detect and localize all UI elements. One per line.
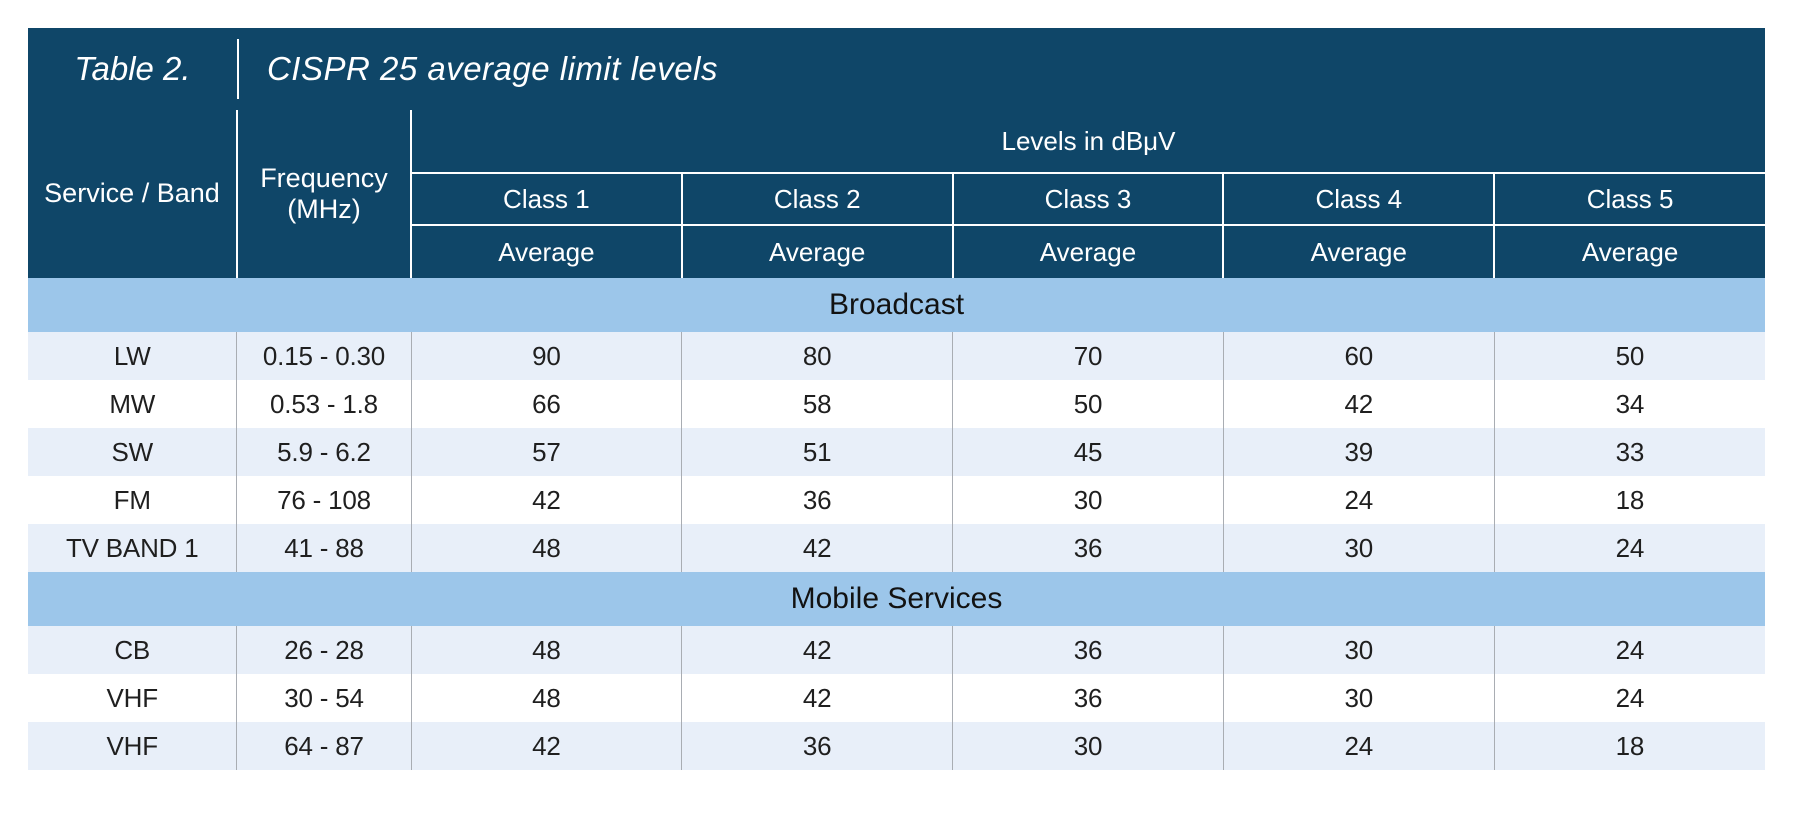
table-row: LW 0.15 - 0.30 90 80 70 60 50 xyxy=(28,332,1765,380)
frequency-cell: 41 - 88 xyxy=(236,524,412,572)
value-cell: 45 xyxy=(952,428,1224,476)
value-cell: 60 xyxy=(1223,332,1495,380)
title-divider xyxy=(236,39,239,99)
value-cell: 36 xyxy=(952,524,1224,572)
section-header-mobile-services-label: Mobile Services xyxy=(28,572,1765,626)
value-cell: 36 xyxy=(952,674,1224,722)
column-header-class-3: Class 3 xyxy=(952,173,1225,226)
table-row: VHF 30 - 54 48 42 36 30 24 xyxy=(28,674,1765,722)
value-cell: 42 xyxy=(681,524,954,572)
value-cell: 51 xyxy=(681,428,954,476)
frequency-cell: 76 - 108 xyxy=(236,476,412,524)
value-cell: 50 xyxy=(952,380,1224,428)
frequency-cell: 5.9 - 6.2 xyxy=(236,428,412,476)
value-cell: 42 xyxy=(681,626,954,674)
frequency-cell: 0.15 - 0.30 xyxy=(236,332,412,380)
frequency-cell: 0.53 - 1.8 xyxy=(236,380,412,428)
table-row: TV BAND 1 41 - 88 48 42 36 30 24 xyxy=(28,524,1765,572)
column-subheader-average-3: Average xyxy=(952,225,1225,278)
table-row: MW 0.53 - 1.8 66 58 50 42 34 xyxy=(28,380,1765,428)
section-header-broadcast: Broadcast xyxy=(28,278,1765,332)
band-cell: VHF xyxy=(28,722,238,770)
value-cell: 48 xyxy=(411,524,683,572)
band-cell: FM xyxy=(28,476,238,524)
value-cell: 58 xyxy=(681,380,954,428)
value-cell: 42 xyxy=(411,476,683,524)
frequency-header-line2: (MHz) xyxy=(287,194,361,224)
value-cell: 36 xyxy=(681,476,954,524)
value-cell: 90 xyxy=(411,332,683,380)
value-cell: 24 xyxy=(1223,476,1495,524)
band-cell: MW xyxy=(28,380,238,428)
value-cell: 36 xyxy=(952,626,1224,674)
value-cell: 18 xyxy=(1494,476,1765,524)
table-row: SW 5.9 - 6.2 57 51 45 39 33 xyxy=(28,428,1765,476)
column-header-class-1: Class 1 xyxy=(411,173,683,226)
cispr25-average-limits-table: Table 2. CISPR 25 average limit levels S… xyxy=(28,28,1765,770)
frequency-cell: 30 - 54 xyxy=(236,674,412,722)
column-header-class-5: Class 5 xyxy=(1494,173,1765,226)
value-cell: 42 xyxy=(1223,380,1495,428)
section-header-broadcast-label: Broadcast xyxy=(28,278,1765,332)
value-cell: 24 xyxy=(1223,722,1495,770)
value-cell: 36 xyxy=(681,722,954,770)
column-subheader-average-2: Average xyxy=(681,225,954,278)
value-cell: 24 xyxy=(1494,524,1765,572)
table-row: FM 76 - 108 42 36 30 24 18 xyxy=(28,476,1765,524)
value-cell: 42 xyxy=(681,674,954,722)
value-cell: 30 xyxy=(1223,626,1495,674)
value-cell: 24 xyxy=(1494,674,1765,722)
header-row-average: Average Average Average Average Average xyxy=(28,225,1765,278)
column-subheader-average-1: Average xyxy=(411,225,683,278)
header-row-classes: Class 1 Class 2 Class 3 Class 4 Class 5 xyxy=(28,173,1765,226)
value-cell: 33 xyxy=(1494,428,1765,476)
column-header-frequency: Frequency (MHz) xyxy=(236,110,413,278)
frequency-cell: 64 - 87 xyxy=(236,722,412,770)
table-title-cell: Table 2. CISPR 25 average limit levels xyxy=(28,28,1765,110)
value-cell: 24 xyxy=(1494,626,1765,674)
table-title-bar: Table 2. CISPR 25 average limit levels xyxy=(28,28,1765,110)
value-cell: 30 xyxy=(1223,674,1495,722)
column-header-class-4: Class 4 xyxy=(1223,173,1496,226)
column-group-header-levels: Levels in dBμV xyxy=(411,110,1765,174)
value-cell: 18 xyxy=(1494,722,1765,770)
table-number-label: Table 2. xyxy=(74,50,191,87)
value-cell: 70 xyxy=(952,332,1224,380)
band-cell: TV BAND 1 xyxy=(28,524,238,572)
value-cell: 42 xyxy=(411,722,683,770)
table-row: VHF 64 - 87 42 36 30 24 18 xyxy=(28,722,1765,770)
band-cell: LW xyxy=(28,332,238,380)
value-cell: 50 xyxy=(1494,332,1765,380)
value-cell: 30 xyxy=(1223,524,1495,572)
value-cell: 48 xyxy=(411,626,683,674)
table-row: CB 26 - 28 48 42 36 30 24 xyxy=(28,626,1765,674)
column-subheader-average-4: Average xyxy=(1223,225,1496,278)
table-title-text: CISPR 25 average limit levels xyxy=(266,50,718,87)
section-header-mobile-services: Mobile Services xyxy=(28,572,1765,626)
frequency-cell: 26 - 28 xyxy=(236,626,412,674)
column-subheader-average-5: Average xyxy=(1494,225,1765,278)
value-cell: 57 xyxy=(411,428,683,476)
column-header-class-2: Class 2 xyxy=(681,173,954,226)
column-header-service-band: Service / Band xyxy=(28,110,238,278)
value-cell: 30 xyxy=(952,722,1224,770)
value-cell: 39 xyxy=(1223,428,1495,476)
value-cell: 30 xyxy=(952,476,1224,524)
value-cell: 66 xyxy=(411,380,683,428)
band-cell: CB xyxy=(28,626,238,674)
header-row-levels: Service / Band Frequency (MHz) Levels in… xyxy=(28,110,1765,278)
band-cell: SW xyxy=(28,428,238,476)
band-cell: VHF xyxy=(28,674,238,722)
value-cell: 48 xyxy=(411,674,683,722)
value-cell: 80 xyxy=(681,332,954,380)
frequency-header-line1: Frequency xyxy=(260,162,388,193)
table-title-row: Table 2. CISPR 25 average limit levels xyxy=(28,28,1765,110)
value-cell: 34 xyxy=(1494,380,1765,428)
